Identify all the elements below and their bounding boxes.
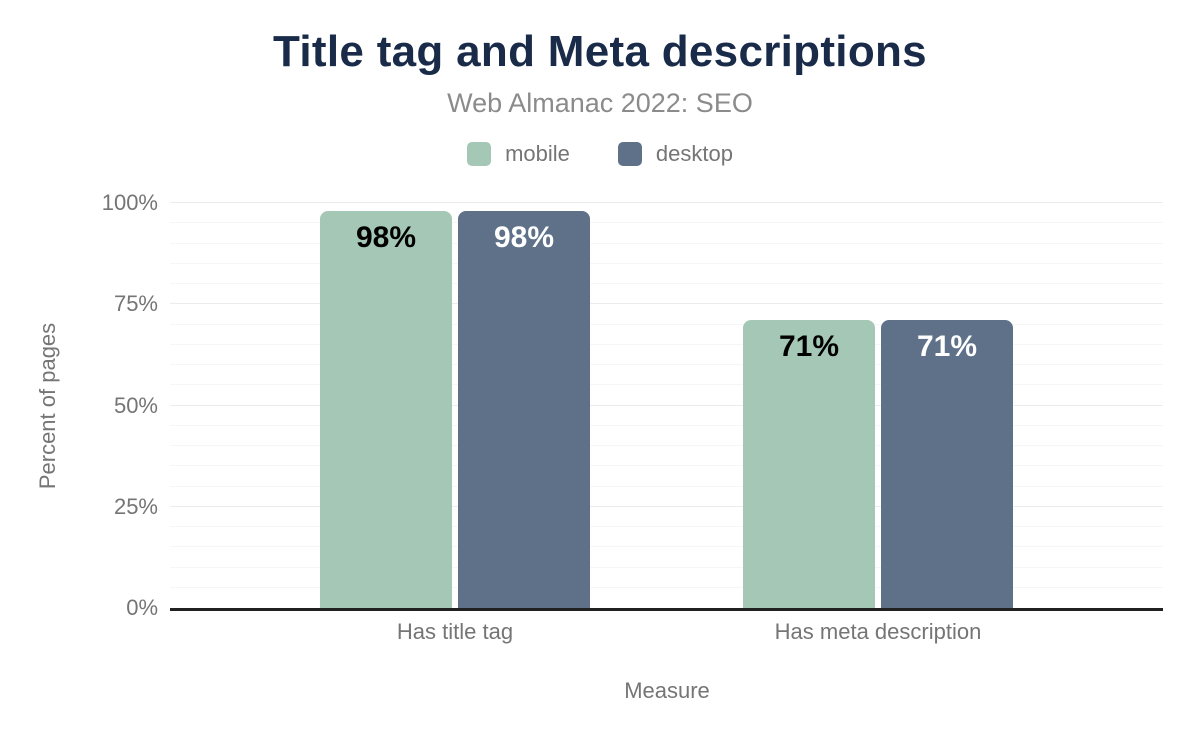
gridline <box>170 546 1163 548</box>
plot-area: 98% 98% 71% 71% <box>170 202 1163 611</box>
bar-value-label: 98% <box>493 221 555 255</box>
gridline <box>170 343 1163 345</box>
gridline <box>170 424 1163 426</box>
gridline <box>170 242 1163 244</box>
bar-value-label: 71% <box>778 330 840 364</box>
chart-title: Title tag and Meta descriptions <box>273 27 927 76</box>
gridline <box>170 222 1163 224</box>
gridline <box>170 526 1163 527</box>
gridline <box>170 303 1163 305</box>
bar-value-label: 98% <box>355 221 417 255</box>
gridline <box>170 384 1163 386</box>
gridline <box>170 404 1163 406</box>
gridline <box>170 465 1163 467</box>
gridline <box>170 364 1163 365</box>
x-tick-label-has-meta-description: Has meta description <box>774 619 982 644</box>
gridline <box>170 202 1163 203</box>
gridline <box>170 586 1163 588</box>
chart-subtitle: Web Almanac 2022: SEO <box>447 88 753 118</box>
y-tick-label: 100% <box>101 190 158 215</box>
y-tick-label: 75% <box>113 291 158 317</box>
y-tick-label: 0% <box>126 595 158 620</box>
gridlines-layer <box>170 202 1163 608</box>
legend-item-desktop: desktop <box>617 141 733 167</box>
bar-desktop-has-title-tag: 98% <box>458 211 590 608</box>
gridline <box>170 283 1163 284</box>
legend-item-mobile: mobile <box>467 141 570 167</box>
legend-label-mobile: mobile <box>505 141 570 166</box>
bar-value-label: 71% <box>916 330 978 364</box>
legend-swatch-mobile <box>467 142 492 166</box>
bar-mobile-has-meta-description: 71% <box>743 320 875 608</box>
x-axis-title: Measure <box>624 678 710 703</box>
y-tick-label: 50% <box>113 392 158 418</box>
y-tick-label: 25% <box>113 493 158 519</box>
gridline <box>170 445 1163 446</box>
legend: mobile desktop <box>0 141 1200 167</box>
gridline <box>170 566 1163 568</box>
bars-layer: 98% 98% 71% 71% <box>170 203 1163 608</box>
gridline <box>170 505 1163 507</box>
gridline <box>170 323 1163 325</box>
gridline <box>170 262 1163 264</box>
gridline <box>170 485 1163 487</box>
legend-swatch-desktop <box>617 142 642 166</box>
bar-mobile-has-title-tag: 98% <box>320 211 452 608</box>
x-tick-label-has-title-tag: Has title tag <box>396 619 514 644</box>
legend-label-desktop: desktop <box>655 141 733 166</box>
bar-desktop-has-meta-description: 71% <box>881 320 1013 608</box>
